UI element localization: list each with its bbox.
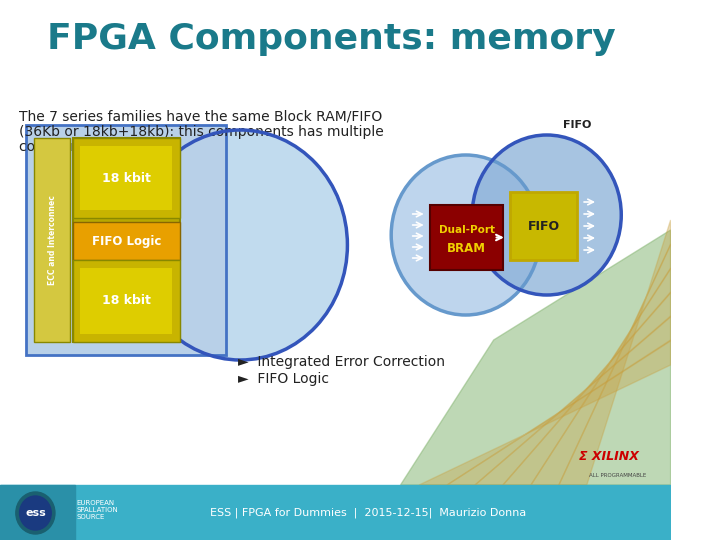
Polygon shape (419, 340, 670, 485)
Text: FIFO: FIFO (528, 219, 560, 233)
Text: FPGA Components: memory: FPGA Components: memory (47, 22, 615, 56)
Bar (73, 138, 180, 218)
Bar (0, 485, 74, 540)
Polygon shape (503, 268, 670, 485)
Polygon shape (475, 292, 670, 485)
Polygon shape (559, 220, 670, 485)
Text: FIFO: FIFO (563, 120, 592, 130)
Text: The 7 series families have the same Block RAM/FIFO: The 7 series families have the same Bloc… (19, 110, 382, 124)
Bar (0, 485, 670, 540)
Text: configuration options;: configuration options; (19, 140, 171, 154)
Text: BRAM: BRAM (447, 242, 486, 255)
Circle shape (133, 130, 348, 360)
Circle shape (19, 496, 51, 530)
Text: EUROPEAN: EUROPEAN (76, 500, 114, 506)
Circle shape (472, 135, 621, 295)
Bar (73, 138, 180, 342)
Text: FIFO Logic: FIFO Logic (91, 234, 161, 247)
Bar (80, 268, 172, 334)
Text: 18 kbit: 18 kbit (102, 294, 150, 307)
Circle shape (391, 155, 540, 315)
Text: ESS | FPGA for Dummies  |  2015-12-15|  Maurizio Donna: ESS | FPGA for Dummies | 2015-12-15| Mau… (210, 508, 526, 518)
Text: ALL PROGRAMMABLE: ALL PROGRAMMABLE (589, 473, 646, 478)
Bar (73, 222, 180, 260)
Bar (35, 138, 70, 342)
Bar (431, 205, 503, 270)
Text: SPALLATION: SPALLATION (76, 507, 118, 513)
Text: ►  FIFO Logic: ► FIFO Logic (238, 372, 328, 386)
Text: (36Kb or 18kb+18kb): this components has multiple: (36Kb or 18kb+18kb): this components has… (19, 125, 383, 139)
Bar (73, 260, 180, 342)
Text: Dual-Port: Dual-Port (438, 225, 495, 235)
Text: ess: ess (25, 508, 46, 518)
Text: SOURCE: SOURCE (76, 514, 104, 520)
Polygon shape (531, 244, 670, 485)
Bar (26, 125, 226, 355)
Text: 18 kbit: 18 kbit (102, 172, 150, 185)
Text: Σ XILINX: Σ XILINX (580, 450, 639, 463)
Circle shape (16, 492, 55, 534)
Bar (510, 192, 577, 260)
Text: ►  Integrated Error Correction: ► Integrated Error Correction (238, 355, 444, 369)
Bar (80, 146, 172, 210)
Text: ECC and Interconnec: ECC and Interconnec (48, 195, 57, 285)
Polygon shape (447, 316, 670, 485)
Polygon shape (400, 230, 670, 485)
